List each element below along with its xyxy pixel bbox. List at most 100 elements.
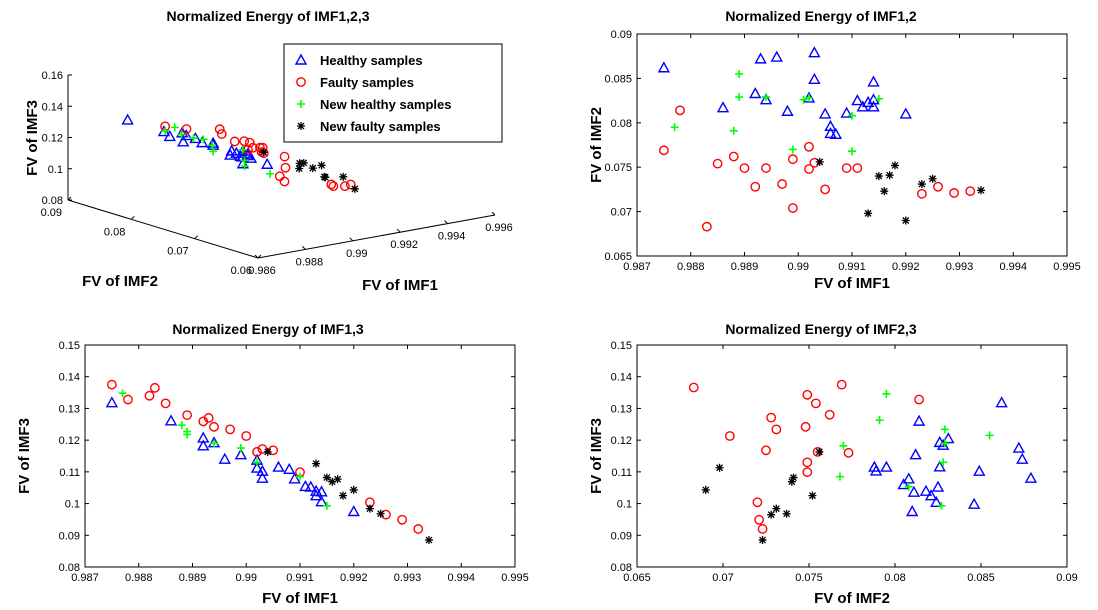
point3d-faulty	[216, 129, 227, 139]
point-new_healthy	[839, 441, 848, 450]
y-tick-label: 0.08	[611, 562, 632, 574]
point3d-new_healthy	[208, 141, 217, 150]
point-faulty	[701, 221, 712, 232]
legend: Healthy samples Faulty samples New healt…	[283, 43, 503, 143]
point3d-new_faulty	[321, 173, 330, 182]
chart-title: Normalized Energy of IMF1,3	[172, 321, 364, 337]
point-healthy	[250, 461, 264, 473]
y-tick-label: 0.08	[611, 118, 632, 130]
point3d-healthy	[244, 151, 258, 163]
point-new_healthy	[670, 123, 679, 132]
point-new_faulty	[767, 510, 776, 519]
point-healthy	[861, 95, 875, 108]
point-healthy	[1016, 452, 1029, 464]
y-tick-label: 0.07	[167, 246, 188, 258]
point-new_faulty	[977, 186, 985, 195]
point3d-new_healthy	[189, 134, 198, 143]
point-healthy	[304, 480, 317, 492]
point-healthy	[899, 107, 912, 119]
y-axis	[67, 199, 259, 259]
point-faulty	[241, 431, 252, 441]
y-tick-label: 0.1	[617, 499, 632, 511]
y-tick-label: 0.11	[611, 467, 632, 479]
point-new_faulty	[772, 504, 781, 513]
point3d-faulty	[280, 162, 291, 173]
y-tick-label: 0.08	[59, 562, 80, 574]
point-new_healthy	[882, 389, 891, 398]
y-tick-mark	[130, 215, 135, 220]
point3d-new_healthy	[238, 145, 247, 154]
point-new_healthy	[940, 439, 949, 448]
plot-frame	[636, 33, 1068, 257]
x-tick-label: 0.085	[967, 572, 995, 584]
y-tick-label: 0.11	[59, 467, 80, 479]
point-faulty	[800, 421, 811, 432]
y-axis-label: FV of IMF2	[588, 107, 605, 183]
x-tick-label: 0.994	[999, 261, 1027, 273]
point-new_healthy	[848, 111, 856, 120]
chart-imf2-imf3: Normalized Energy of IMF2,3 0.065 0.07 0.0…	[588, 321, 1078, 607]
y-axis-label: FV of IMF3	[588, 418, 605, 494]
x-tick-label: 0.065	[623, 572, 651, 584]
point-healthy	[315, 495, 328, 507]
y-tick-label: 0.085	[604, 73, 632, 85]
point-new_healthy	[904, 482, 913, 491]
y-tick-label: 0.09	[59, 530, 80, 542]
x-tick-label: 0.988	[125, 572, 153, 584]
point-new_faulty	[917, 180, 926, 189]
x-tick-label: 0.987	[623, 261, 651, 273]
point-new_healthy	[735, 93, 744, 102]
point-faulty	[820, 184, 831, 195]
z-tick-label: 0.08	[42, 195, 63, 207]
x-tick-label: 0.991	[838, 261, 866, 273]
point-healthy	[909, 448, 922, 460]
point-healthy	[829, 127, 843, 140]
point-faulty	[914, 394, 924, 405]
point-faulty	[802, 457, 813, 468]
point-faulty	[252, 446, 262, 457]
y-tick-label: 0.15	[611, 340, 632, 352]
y-tick-label: 0.15	[59, 340, 80, 352]
y-tick-mark	[257, 254, 262, 259]
point-healthy	[906, 505, 919, 517]
point-faulty	[933, 181, 943, 192]
point-healthy	[770, 50, 783, 62]
tick-labels: 0.987 0.988 0.989 0.99 0.991 0.992 0.993 0.994 0…	[604, 29, 1080, 273]
x-tick-label: 0.07	[712, 572, 733, 584]
point-new_healthy	[985, 431, 994, 440]
point3d-new_faulty	[295, 164, 304, 173]
point-faulty	[397, 514, 408, 525]
point3d-healthy	[230, 146, 243, 158]
point-new_healthy	[848, 147, 856, 156]
point-faulty	[149, 382, 160, 393]
point-faulty	[843, 447, 854, 458]
point3d-new_healthy	[240, 156, 249, 165]
point-faulty	[761, 445, 771, 456]
x-axis-label: FV of IMF1	[362, 277, 438, 294]
point3d-healthy	[225, 144, 238, 156]
point-new_healthy	[762, 93, 770, 102]
point-faulty	[852, 163, 863, 173]
point-new_faulty	[874, 172, 883, 181]
point3d-new_faulty	[259, 148, 268, 157]
x-tick-label: 0.988	[296, 256, 324, 268]
point-new_faulty	[312, 459, 321, 468]
point-healthy	[283, 462, 296, 475]
plot-frame	[636, 344, 1068, 568]
legend-box	[283, 43, 503, 143]
point-healthy	[869, 464, 883, 476]
point3d-faulty	[279, 176, 290, 187]
point-new_healthy	[183, 427, 192, 436]
point-faulty	[804, 164, 814, 174]
point3d-healthy	[121, 113, 134, 125]
point-new_faulty	[885, 171, 894, 180]
point-new_faulty	[782, 509, 791, 518]
point3d-healthy	[223, 148, 237, 160]
x-tick-mark	[396, 228, 401, 233]
y-tick-label: 0.13	[59, 403, 80, 415]
y-axis-label: FV of IMF2	[82, 273, 158, 290]
chart-imf1-imf3: Normalized Energy of IMF1,3 0.987 0.988 0.…	[16, 321, 529, 607]
point-healthy	[105, 396, 119, 408]
x-tick-label: 0.991	[286, 572, 314, 584]
